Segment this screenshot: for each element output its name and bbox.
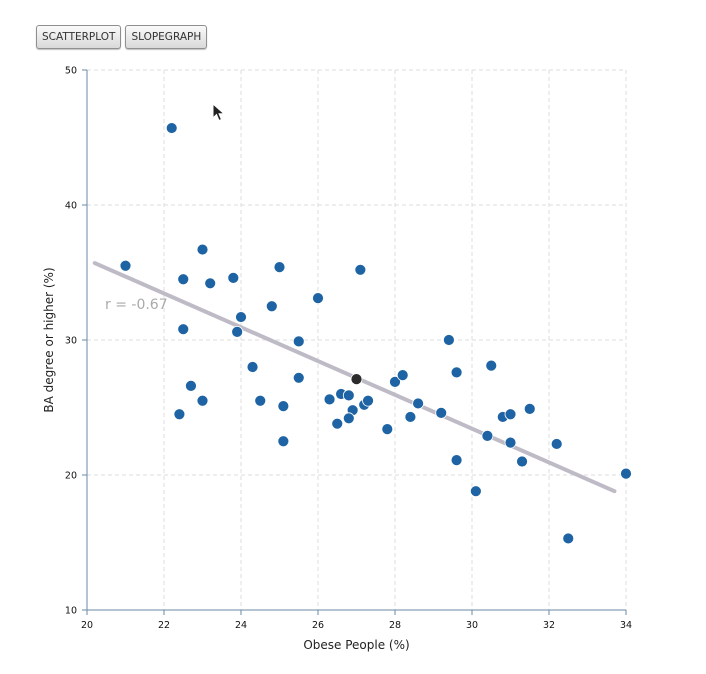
data-point[interactable] <box>265 300 278 313</box>
data-point[interactable] <box>485 359 498 372</box>
x-tick-label: 26 <box>312 620 324 631</box>
data-point[interactable] <box>227 271 240 284</box>
data-point[interactable] <box>323 393 336 406</box>
data-point[interactable] <box>450 366 463 379</box>
data-point[interactable] <box>235 311 247 323</box>
data-point[interactable] <box>620 467 632 480</box>
scatterplot-button[interactable]: SCATTERPLOT <box>36 25 122 49</box>
data-point[interactable] <box>381 423 394 436</box>
data-point[interactable] <box>177 323 190 336</box>
data-point[interactable] <box>231 325 244 338</box>
data-point[interactable] <box>277 435 290 448</box>
data-point[interactable] <box>362 394 374 407</box>
data-point[interactable] <box>331 417 344 430</box>
y-tick-label: 20 <box>65 471 77 482</box>
grid-lines <box>87 69 627 610</box>
slopegraph-button[interactable]: SLOPEGRAPH <box>125 25 208 49</box>
x-axis-title: Obese People (%) <box>303 638 409 652</box>
data-point[interactable] <box>389 375 401 388</box>
data-point[interactable] <box>516 455 528 468</box>
data-point[interactable] <box>442 334 455 346</box>
data-point[interactable] <box>119 259 132 272</box>
data-point[interactable] <box>342 389 355 402</box>
data-point[interactable] <box>246 361 259 373</box>
y-tick-label: 30 <box>65 336 77 347</box>
data-point[interactable] <box>396 369 409 382</box>
data-point[interactable] <box>523 402 536 415</box>
data-point[interactable] <box>469 485 482 498</box>
data-point[interactable] <box>354 263 367 276</box>
data-point[interactable] <box>435 406 448 419</box>
x-tick-label: 32 <box>543 620 555 631</box>
data-point[interactable] <box>165 122 178 134</box>
data-point[interactable] <box>450 454 463 467</box>
data-point[interactable] <box>292 335 305 348</box>
data-point[interactable] <box>342 412 355 425</box>
x-tick-label: 28 <box>389 620 401 631</box>
y-axis-title: BA degree or higher (%) <box>42 267 56 412</box>
x-tick-label: 30 <box>466 620 478 631</box>
tick-labels: 20 22 24 26 28 30 32 34 10 20 30 40 50 <box>65 66 632 632</box>
y-tick-label: 50 <box>65 66 77 77</box>
data-point[interactable] <box>312 292 324 305</box>
data-point[interactable] <box>292 371 305 384</box>
data-point[interactable] <box>504 436 517 449</box>
y-tick-label: 10 <box>65 606 77 617</box>
correlation-label: r = -0.67 <box>105 297 168 313</box>
data-point[interactable] <box>177 273 190 286</box>
data-point[interactable] <box>277 400 290 413</box>
x-tick-label: 22 <box>158 620 170 631</box>
data-point[interactable] <box>504 408 517 421</box>
data-point[interactable] <box>254 394 267 407</box>
data-point[interactable] <box>185 379 197 392</box>
data-point[interactable] <box>204 277 217 290</box>
y-tick-label: 40 <box>65 201 77 212</box>
data-point[interactable] <box>562 532 575 545</box>
mouse-cursor-icon <box>212 103 226 122</box>
data-point[interactable] <box>404 411 417 423</box>
x-tick-label: 20 <box>81 620 93 631</box>
data-point[interactable] <box>173 408 186 421</box>
data-point[interactable] <box>481 429 494 442</box>
data-point[interactable] <box>196 394 209 407</box>
data-points <box>119 122 632 545</box>
x-tick-label: 34 <box>620 620 632 631</box>
x-tick-label: 24 <box>235 620 247 631</box>
chart-type-toolbar: SCATTERPLOT SLOPEGRAPH <box>36 25 208 49</box>
data-point[interactable] <box>412 397 425 410</box>
data-point[interactable] <box>273 261 286 274</box>
data-point[interactable] <box>550 438 563 450</box>
highlighted-data-point[interactable] <box>350 373 363 386</box>
data-point[interactable] <box>196 243 209 256</box>
